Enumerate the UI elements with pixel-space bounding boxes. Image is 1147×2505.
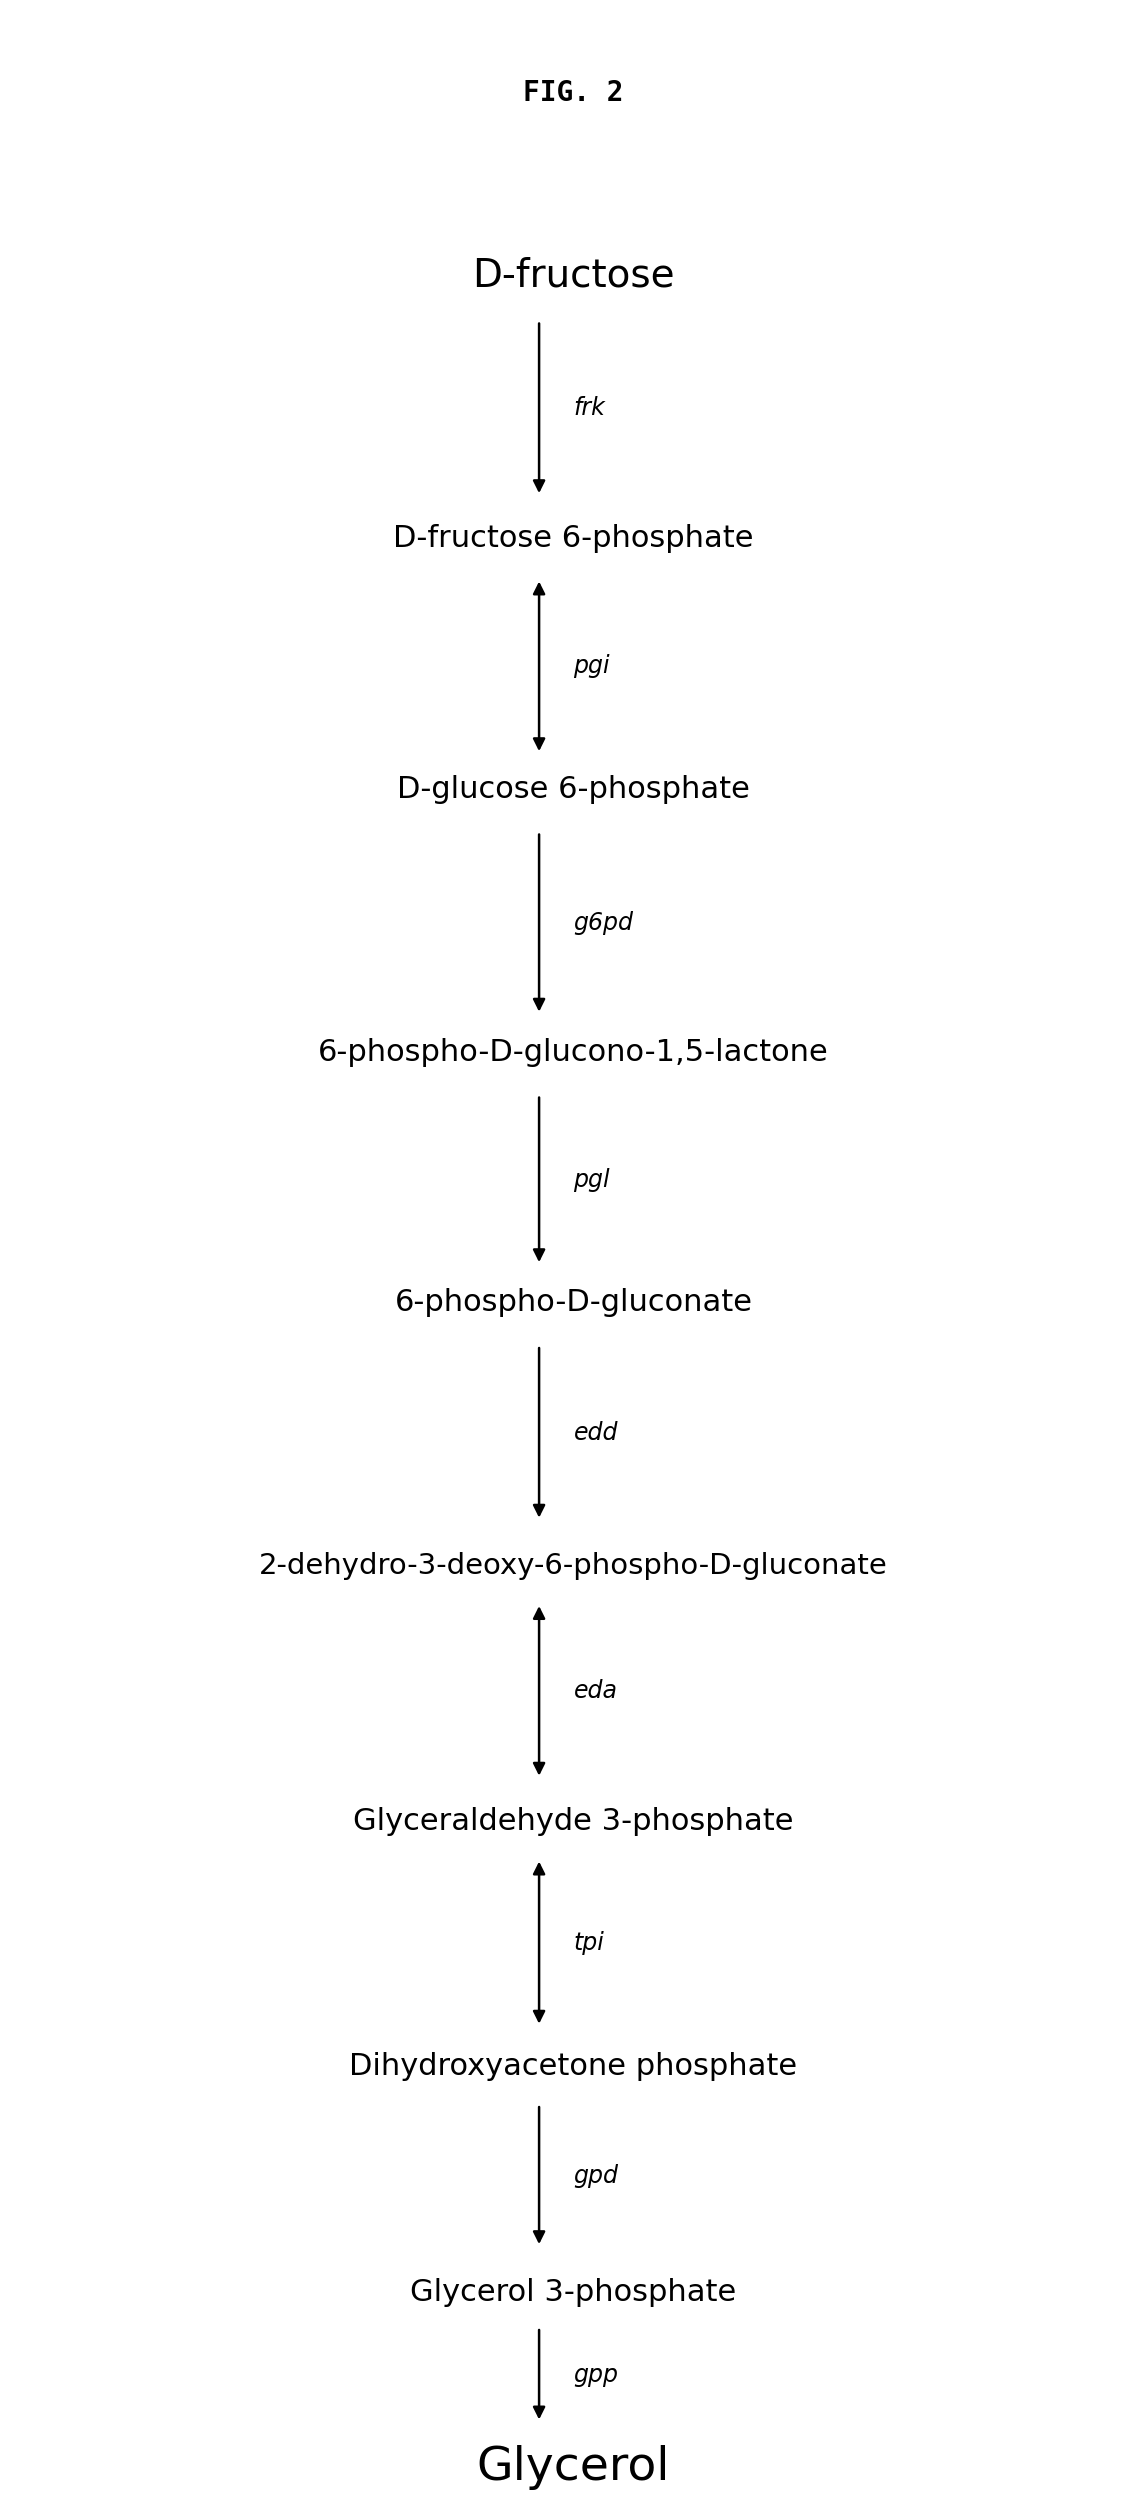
Text: frk: frk (574, 396, 606, 421)
Text: Glyceraldehyde 3-phosphate: Glyceraldehyde 3-phosphate (353, 1806, 794, 1836)
Text: 6-phospho-D-gluconate: 6-phospho-D-gluconate (395, 1288, 752, 1318)
Text: FIG. 2: FIG. 2 (523, 78, 624, 108)
Text: g6pd: g6pd (574, 912, 633, 934)
Text: Dihydroxyacetone phosphate: Dihydroxyacetone phosphate (350, 2052, 797, 2082)
Text: gpp: gpp (574, 2362, 618, 2387)
Text: edd: edd (574, 1420, 618, 1445)
Text: 2-dehydro-3-deoxy-6-phospho-D-gluconate: 2-dehydro-3-deoxy-6-phospho-D-gluconate (259, 1551, 888, 1581)
Text: Glycerol 3-phosphate: Glycerol 3-phosphate (411, 2277, 736, 2307)
Text: Glycerol: Glycerol (477, 2445, 670, 2490)
Text: pgl: pgl (574, 1167, 610, 1192)
Text: pgi: pgi (574, 654, 610, 679)
Text: D-fructose: D-fructose (473, 256, 674, 296)
Text: tpi: tpi (574, 1931, 604, 1954)
Text: eda: eda (574, 1678, 617, 1703)
Text: gpd: gpd (574, 2164, 618, 2187)
Text: 6-phospho-D-glucono-1,5-lactone: 6-phospho-D-glucono-1,5-lactone (318, 1037, 829, 1067)
Text: D-fructose 6-phosphate: D-fructose 6-phosphate (393, 524, 754, 554)
Text: D-glucose 6-phosphate: D-glucose 6-phosphate (397, 774, 750, 804)
